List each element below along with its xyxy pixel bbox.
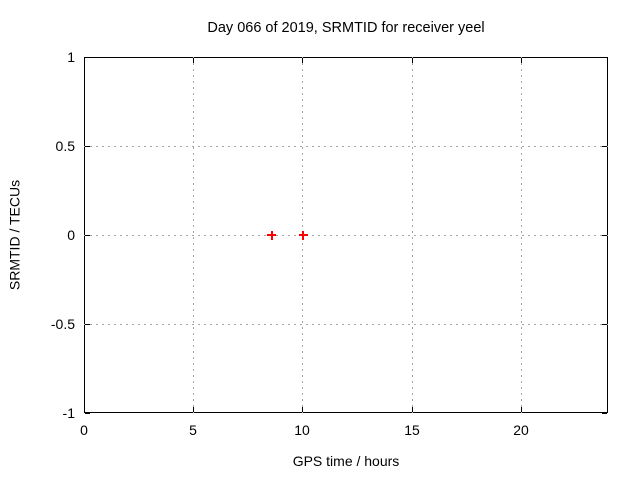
y-tick-mark-right [602, 413, 607, 414]
x-tick-mark [412, 407, 413, 412]
x-tick-mark-top [193, 58, 194, 63]
x-tick-label: 15 [404, 422, 420, 438]
marker-vertical-bar [270, 230, 273, 240]
y-tick-mark-right [602, 235, 607, 236]
y-tick-label: 0 [67, 227, 75, 243]
x-tick-label: 20 [513, 422, 529, 438]
marker-vertical-bar [302, 230, 305, 240]
chart-title: Day 066 of 2019, SRMTID for receiver yee… [207, 20, 485, 36]
y-tick-mark [85, 324, 90, 325]
x-tick-mark-top [412, 58, 413, 63]
y-gridline [84, 324, 608, 325]
y-tick-mark [85, 57, 90, 58]
x-tick-mark [193, 407, 194, 412]
y-tick-label: -0.5 [50, 316, 75, 332]
y-tick-label: 0.5 [55, 138, 75, 154]
x-tick-mark-top [521, 58, 522, 63]
y-tick-mark-right [602, 324, 607, 325]
data-point-marker [298, 230, 308, 240]
x-tick-mark-top [84, 58, 85, 63]
x-tick-mark [521, 407, 522, 412]
x-tick-mark-top [302, 58, 303, 63]
x-tick-label: 5 [189, 422, 197, 438]
y-tick-label: -1 [62, 405, 75, 421]
y-tick-mark [85, 235, 90, 236]
y-tick-label: 1 [67, 49, 75, 65]
y-gridline [84, 146, 608, 147]
x-tick-mark [84, 407, 85, 412]
x-tick-label: 0 [80, 422, 88, 438]
x-tick-mark [302, 407, 303, 412]
y-tick-mark-right [602, 57, 607, 58]
y-tick-mark-right [602, 146, 607, 147]
y-tick-mark [85, 146, 90, 147]
x-axis-label: GPS time / hours [292, 453, 400, 469]
y-tick-mark [85, 413, 90, 414]
data-point-marker [267, 230, 277, 240]
x-tick-label: 10 [294, 422, 310, 438]
y-gridline [84, 235, 608, 236]
